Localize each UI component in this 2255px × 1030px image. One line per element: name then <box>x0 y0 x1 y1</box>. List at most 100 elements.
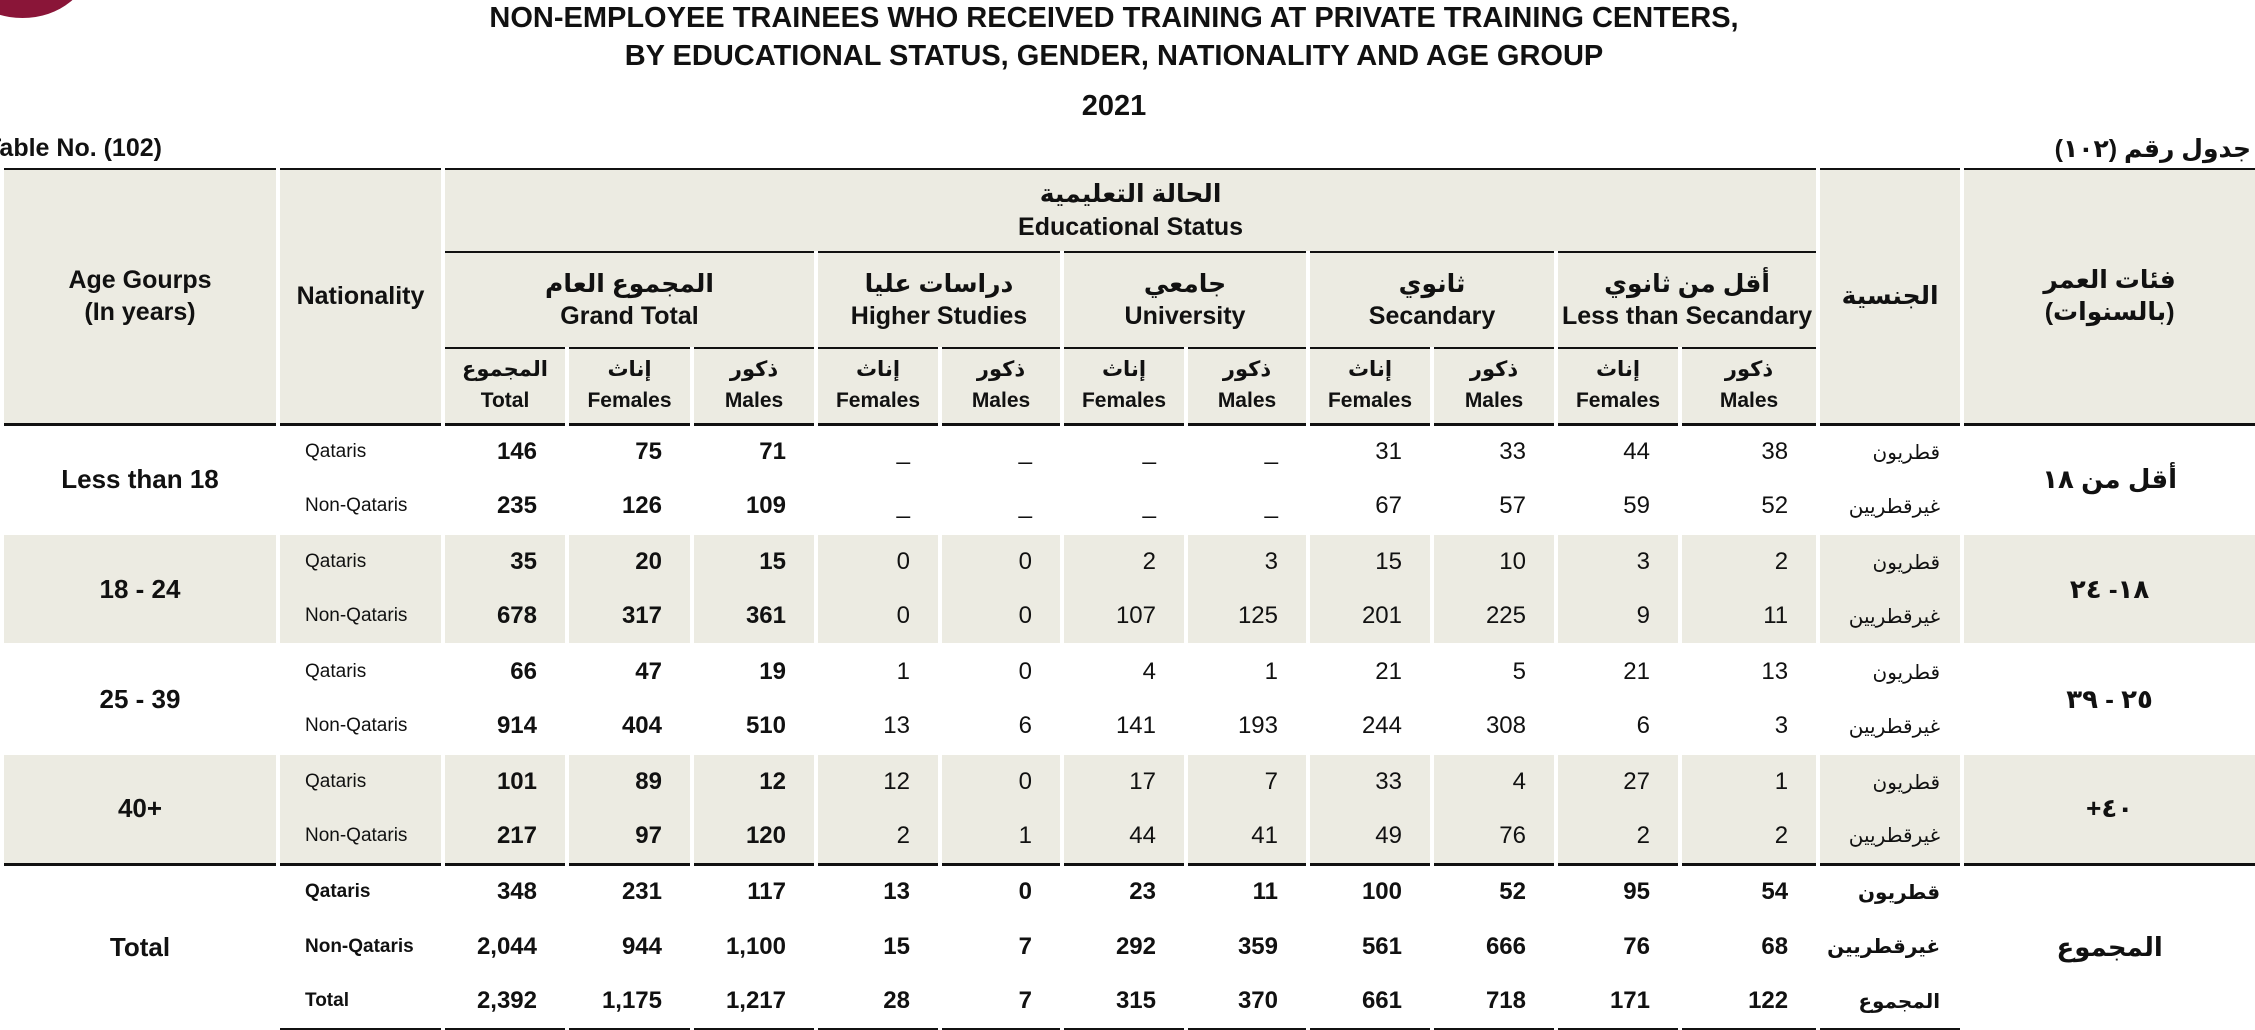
header-cell: Age Gourps (In years) <box>0 168 280 426</box>
header-cell: إناث Females <box>814 348 942 426</box>
header-line: Grand Total <box>560 302 699 330</box>
value-cell: 76 <box>1554 919 1682 974</box>
value-cell: 13 <box>1677 643 1821 699</box>
data-row: Non-Qataris 235 126 109 _ _ _ _ 67 57 59 52 غيرقطريي… <box>2 479 2255 534</box>
value-cell: 75 <box>565 423 694 479</box>
value-cell: 914 <box>441 699 569 754</box>
value-cell: 57 <box>1430 479 1558 534</box>
value-cell: _ <box>1184 479 1310 534</box>
header-line: Males <box>724 388 784 412</box>
value-cell: 38 <box>1677 423 1821 479</box>
header-line: المجموع <box>462 358 548 382</box>
nationality-ar: غيرقطريين <box>1816 589 1965 644</box>
value-cell: 125 <box>1184 589 1310 644</box>
value-cell: 666 <box>1430 919 1558 974</box>
value-cell: 47 <box>565 643 694 699</box>
nationality: Qataris <box>276 643 445 699</box>
value-cell: 315 <box>1060 974 1188 1030</box>
value-cell: 678 <box>441 589 569 644</box>
nationality-ar: قطريون <box>1816 643 1965 699</box>
value-cell: 146 <box>441 423 569 479</box>
value-cell: 101 <box>441 753 569 809</box>
value-cell: 0 <box>938 589 1064 644</box>
header-line: Females <box>1081 388 1167 412</box>
nationality: Non-Qataris <box>276 699 445 754</box>
value-cell: 171 <box>1554 974 1682 1030</box>
value-cell: 109 <box>690 479 818 534</box>
header-line: إناث <box>1101 358 1147 382</box>
nationality-ar: غيرقطريين <box>1816 919 1965 974</box>
value-cell: 359 <box>1184 919 1310 974</box>
value-cell: 0 <box>814 589 942 644</box>
header-cell: Nationality <box>276 168 445 426</box>
header-row: المجموع العام Grand Total دراسات عليا Highe… <box>2 252 2255 349</box>
header-line: Females <box>835 388 921 412</box>
value-cell: 126 <box>565 479 694 534</box>
value-cell: 23 <box>1060 862 1188 919</box>
header-line: ذكور <box>1222 358 1272 382</box>
nationality: Non-Qataris <box>276 809 445 864</box>
header-cell: ذكور Males <box>1184 348 1310 426</box>
value-cell: 3 <box>1554 533 1682 589</box>
header-line: Females <box>587 388 672 412</box>
value-cell: 2,044 <box>441 919 569 974</box>
nationality-ar: قطريون <box>1816 533 1965 589</box>
value-cell: 235 <box>441 479 569 534</box>
value-cell: 193 <box>1184 699 1310 754</box>
value-cell: 225 <box>1430 589 1558 644</box>
value-cell: 12 <box>814 753 942 809</box>
age-group-ar: ٢٥ - ٣٩ <box>1960 643 2255 754</box>
value-cell: _ <box>1060 479 1188 534</box>
nationality: Non-Qataris <box>276 919 445 974</box>
value-cell: _ <box>814 479 942 534</box>
value-cell: 308 <box>1430 699 1558 754</box>
value-cell: 44 <box>1554 423 1682 479</box>
value-cell: 41 <box>1184 809 1310 864</box>
header-line: Females <box>1575 388 1661 412</box>
header-line: المجموع العام <box>545 269 714 298</box>
age-group: Total <box>0 862 280 1029</box>
nationality-ar: قطريون <box>1816 423 1965 479</box>
header-line: إناث <box>1347 358 1393 382</box>
header-line: Total <box>480 388 530 412</box>
value-cell: 661 <box>1306 974 1434 1030</box>
header-line: (In years) <box>84 298 196 327</box>
nationality: Qataris <box>276 753 445 809</box>
value-cell: 718 <box>1430 974 1558 1030</box>
value-cell: 2 <box>814 809 942 864</box>
value-cell: 107 <box>1060 589 1188 644</box>
value-cell: 122 <box>1677 974 1821 1030</box>
header-cell: إناث Females <box>1060 348 1188 426</box>
value-cell: 244 <box>1306 699 1434 754</box>
value-cell: 7 <box>938 974 1064 1030</box>
header-line: Females <box>1327 388 1413 412</box>
value-cell: _ <box>1060 423 1188 479</box>
value-cell: 31 <box>1306 423 1434 479</box>
header-cell: إناث Females <box>1554 348 1682 426</box>
age-group-ar: المجموع <box>1960 862 2255 1029</box>
value-cell: 12 <box>690 753 818 809</box>
value-cell: 1,217 <box>690 974 818 1030</box>
data-row: Non-Qataris 678 317 361 0 0 107 125 201 225 9 11 غير… <box>2 589 2255 644</box>
value-cell: 292 <box>1060 919 1188 974</box>
table-number-ar: جدول رقم (١٠٢) <box>2054 135 2251 163</box>
header-cell: المجموع العام Grand Total <box>441 252 818 349</box>
value-cell: 13 <box>814 699 942 754</box>
header-line: Educational Status <box>1018 212 1244 241</box>
value-cell: 21 <box>1554 643 1682 699</box>
value-cell: 2 <box>1677 533 1821 589</box>
value-cell: 11 <box>1184 862 1310 919</box>
nationality: Total <box>276 974 445 1030</box>
title-line: NON-EMPLOYEE TRAINEES WHO RECEIVED TRAIN… <box>489 2 1739 34</box>
value-cell: 6 <box>938 699 1064 754</box>
nationality: Qataris <box>276 533 445 589</box>
header-line: إناث <box>1595 358 1641 382</box>
value-cell: 100 <box>1306 862 1434 919</box>
header-line: إناث <box>855 358 901 382</box>
header-line: Higher Studies <box>850 302 1028 330</box>
header-line: أقل من ثانوي <box>1604 269 1770 298</box>
header-line: ذكور <box>729 358 779 382</box>
header-line: Age Gourps <box>68 265 212 294</box>
header-cell: الجنسية <box>1816 168 1965 426</box>
